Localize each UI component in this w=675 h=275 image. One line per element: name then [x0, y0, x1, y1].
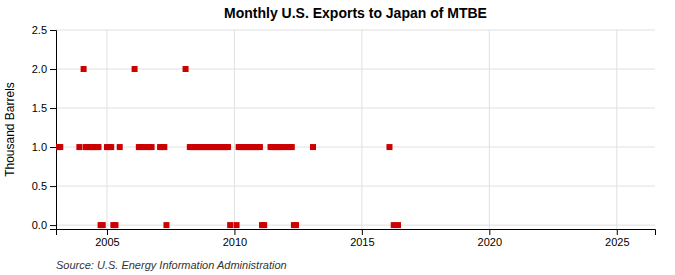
y-tick-label: 1.0: [32, 141, 47, 153]
y-grid-line: [56, 186, 655, 187]
y-tick: 0.5: [32, 180, 56, 192]
x-tick: 2010: [223, 229, 247, 248]
x-tick-label: 2005: [95, 236, 119, 248]
x-tick-label: 2025: [605, 236, 629, 248]
x-tick: 2020: [478, 229, 502, 248]
x-grid-line: [234, 30, 235, 229]
y-tick-label: 2.5: [32, 24, 47, 36]
x-tick-label: 2010: [223, 236, 247, 248]
point: [108, 144, 114, 150]
grid: [56, 30, 655, 229]
point: [132, 66, 138, 72]
x-tick-label: 2015: [350, 236, 374, 248]
x-axis: 2005 2010 2015 2020 2025: [57, 229, 656, 248]
y-tick-mark: [50, 30, 56, 31]
y-tick-mark: [50, 69, 56, 70]
point: [161, 144, 167, 150]
point: [289, 144, 295, 150]
y-tick-mark: [50, 186, 56, 187]
x-tick-label: 2020: [478, 236, 502, 248]
x-grid-line: [106, 30, 107, 229]
y-tick-label: 2.0: [32, 63, 47, 75]
title: Monthly U.S. Exports to Japan of MTBE: [224, 5, 487, 21]
point: [112, 222, 118, 228]
y-tick-mark: [50, 225, 56, 226]
x-tick: 2025: [605, 229, 629, 248]
x-tick-mark: [234, 229, 235, 235]
point: [395, 222, 401, 228]
x-tick: 2015: [350, 229, 374, 248]
point: [163, 222, 169, 228]
point: [293, 222, 299, 228]
y-tick: 2.0: [32, 63, 56, 75]
y-axis-line: [50, 31, 57, 230]
y-tick-label: 1.5: [32, 102, 47, 114]
y-grid-line: [56, 30, 655, 31]
point: [76, 144, 82, 150]
x-tick: 2005: [95, 229, 119, 248]
y-tick-label: 0.5: [32, 180, 47, 192]
y-tick-mark: [50, 108, 56, 109]
point: [95, 144, 101, 150]
point: [149, 144, 155, 150]
x-tick-mark: [362, 229, 363, 235]
y-grid-line: [56, 108, 655, 109]
point: [261, 222, 267, 228]
point: [386, 144, 392, 150]
point: [57, 144, 63, 150]
y-tick: 1.5: [32, 102, 56, 114]
x-grid-line: [361, 30, 362, 229]
y-tick: 2.5: [32, 24, 56, 36]
y-axis: 0.0 0.5 1.0 1.5 2.0 2.5: [32, 24, 57, 231]
y-axis-title: Thousand Barrels: [3, 82, 17, 177]
x-tick-mark: [617, 229, 618, 235]
chart: 2005 2010 2015 2020 2025 0.0 0.5 1.0 1.5 2.0 2.5 Mo…: [0, 0, 675, 275]
x-tick-mark: [489, 229, 490, 235]
y-tick: 0.0: [32, 219, 56, 231]
point: [225, 144, 231, 150]
point: [310, 144, 316, 150]
x-grid-line: [616, 30, 617, 229]
plot: 2005 2010 2015 2020 2025 0.0 0.5 1.0 1.5 2.0 2.5: [32, 24, 656, 248]
y-grid-line: [56, 69, 655, 70]
x-axis-line: [57, 230, 656, 236]
source-note: Source: U.S. Energy Information Administ…: [56, 259, 287, 271]
point: [257, 144, 263, 150]
point: [117, 144, 123, 150]
y-tick-mark: [50, 147, 56, 148]
point: [183, 66, 189, 72]
point: [100, 222, 106, 228]
y-tick-label: 0.0: [32, 219, 47, 231]
y-tick: 1.0: [32, 141, 56, 153]
x-grid-line: [489, 30, 490, 229]
point: [81, 66, 87, 72]
point: [227, 222, 233, 228]
points: [56, 66, 401, 228]
y-grid-line: [56, 225, 655, 226]
x-tick-mark: [107, 229, 108, 235]
point: [234, 222, 240, 228]
